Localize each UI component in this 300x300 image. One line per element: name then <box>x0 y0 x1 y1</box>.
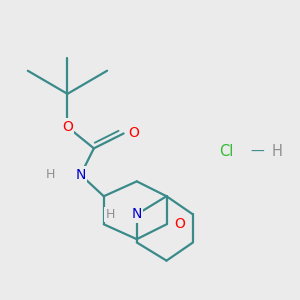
Text: Cl: Cl <box>219 144 233 159</box>
Text: —: — <box>250 145 264 159</box>
Text: N: N <box>132 207 142 221</box>
Text: H: H <box>106 208 115 221</box>
Text: H: H <box>46 168 56 181</box>
Text: O: O <box>128 127 139 140</box>
Text: O: O <box>62 120 73 134</box>
Text: H: H <box>272 144 283 159</box>
Text: N: N <box>76 168 86 182</box>
Text: O: O <box>174 217 185 231</box>
